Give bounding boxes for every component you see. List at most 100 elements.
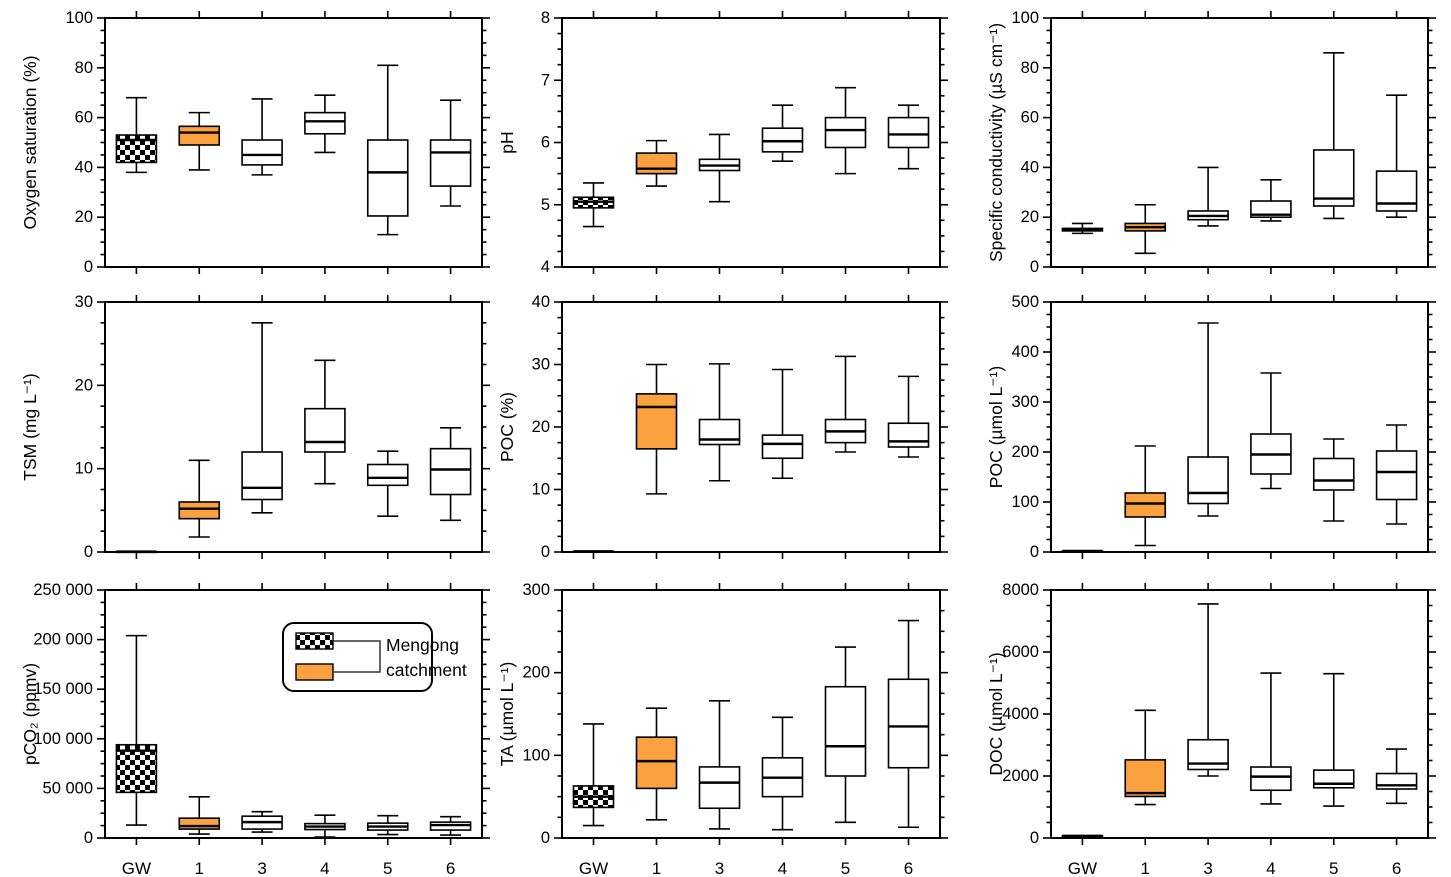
x-tick-label: 3 (715, 859, 724, 877)
box-doc-4 (1250, 672, 1292, 805)
y-axis-title: Oxygen saturation (%) (20, 55, 40, 229)
y-tick-label: 40 (1021, 158, 1039, 176)
plot-frame (561, 589, 941, 839)
x-tick-label: 1 (652, 859, 661, 877)
panel-tsm: 0 10 20 30 TSM (mg L⁻¹) (0, 285, 490, 570)
boxplot-ph: 4 5 6 7 8 pH (497, 9, 948, 276)
y-axis-title: POC (%) (497, 392, 517, 462)
box-tsm-1 (178, 459, 221, 538)
y-tick-label: 40 (75, 158, 93, 176)
legend-swatch-orange (295, 663, 334, 681)
y-axis-title: DOC (µmol L⁻¹) (986, 652, 1006, 775)
y-tick-label: 7 (541, 71, 550, 89)
y-tick-label: 2000 (1002, 767, 1039, 785)
boxplot-poc-percent: 0 10 20 30 40 POC (%) (497, 293, 948, 561)
y-tick-label: 0 (541, 829, 550, 847)
y-axis-title: pCO₂ (ppmv) (20, 663, 40, 765)
x-tick-label: 1 (1141, 859, 1150, 877)
y-tick-label: 8 (541, 9, 550, 27)
plot-frame (561, 301, 941, 553)
plot-frame (561, 17, 941, 268)
y-tick-label: 6000 (1002, 643, 1039, 661)
y-tick-label: 100 (1011, 9, 1039, 27)
y-tick-label: 10 (532, 481, 550, 499)
y-tick-label: 8000 (1002, 581, 1039, 599)
y-tick-label: 100 000 (33, 730, 93, 748)
y-axis-title: TSM (mg L⁻¹) (20, 373, 40, 480)
boxplot-ta: 0 100 200 300 TA (µmol L⁻¹) GW 1 3 4 5 6 (497, 581, 948, 877)
box-doc-3 (1187, 603, 1229, 777)
y-tick-label: 0 (84, 829, 93, 847)
y-tick-label: 0 (84, 258, 93, 276)
y-tick-label: 6 (541, 134, 550, 152)
x-tick-label: 5 (1329, 859, 1338, 877)
y-axis-title: TA (µmol L⁻¹) (497, 662, 517, 767)
y-axis-title: pH (497, 131, 517, 153)
boxplot-poc-umol: 0 100 200 300 400 500 POC (µmol L⁻¹) (986, 293, 1436, 561)
x-tick-label: GW (122, 859, 151, 877)
plot-frame (104, 589, 483, 839)
box-ph-6 (887, 104, 930, 170)
box-pco2-6 (429, 815, 472, 836)
y-tick-label: 40 (532, 293, 550, 311)
box-oxygen-saturation-3 (241, 98, 283, 176)
box-oxygen-saturation-1 (178, 111, 221, 171)
box-poc-percent-6 (887, 375, 930, 458)
y-tick-label: 200 (522, 664, 550, 682)
panel-ta: 0 100 200 300 TA (µmol L⁻¹) GW 1 3 4 5 6 (483, 570, 960, 877)
legend-label-line2: catchment (386, 660, 467, 680)
box-tsm-5 (366, 450, 409, 517)
plot-frame (1050, 17, 1429, 268)
x-tick-label: 5 (841, 859, 850, 877)
x-tick-label: 1 (195, 859, 204, 877)
y-tick-label: 60 (75, 109, 93, 127)
panel-doc: 0 2000 4000 6000 8000 DOC (µmol L⁻¹) GW 1 3 4 5 6 (960, 570, 1451, 877)
box-ph-5 (824, 86, 867, 175)
x-tick-label: 4 (320, 859, 329, 877)
y-tick-label: 80 (75, 59, 93, 77)
y-tick-label: 80 (1021, 59, 1039, 77)
box-poc-percent-4 (761, 368, 804, 480)
y-tick-label: 30 (75, 293, 93, 311)
boxplot-tsm: 0 10 20 30 TSM (mg L⁻¹) (20, 293, 490, 561)
box-specific-conductivity-6 (1375, 94, 1418, 218)
box-ta-6 (887, 619, 930, 829)
y-tick-label: 300 (1011, 393, 1039, 411)
y-tick-label: 400 (1011, 343, 1039, 361)
legend-bracket (333, 640, 381, 673)
y-tick-label: 200 000 (33, 631, 93, 649)
boxplot-doc: 0 2000 4000 6000 8000 DOC (µmol L⁻¹) GW 1 3 4 5 6 (986, 581, 1436, 877)
x-tick-label: GW (579, 859, 608, 877)
box-oxygen-saturation-5 (366, 64, 409, 236)
x-tick-label: GW (1068, 859, 1097, 877)
legend: Mengong catchment (282, 622, 467, 692)
box-poc-umol-1 (1124, 445, 1167, 547)
box-ph-3 (698, 133, 741, 203)
y-tick-label: 0 (1030, 258, 1039, 276)
y-tick-label: 0 (1030, 543, 1039, 561)
y-tick-label: 20 (1021, 208, 1039, 226)
box-doc-1 (1124, 709, 1167, 806)
box-specific-conductivity-3 (1187, 166, 1229, 227)
box-ph-4 (761, 104, 804, 162)
box-specific-conductivity-5 (1312, 52, 1355, 220)
y-axis-title: Specific conductivity (µS cm⁻¹) (986, 23, 1006, 262)
boxplot-oxygen-saturation: 0 20 40 60 80 100 Oxygen saturation (%) (20, 9, 490, 276)
panel-poc-umol: 0 100 200 300 400 500 POC (µmol L⁻¹) (960, 285, 1451, 570)
y-axis-title: POC (µmol L⁻¹) (986, 366, 1006, 488)
y-tick-label: 100 (1011, 493, 1039, 511)
box-poc-umol-6 (1375, 424, 1418, 525)
box-ph-GW (572, 182, 615, 228)
legend-swatch-checkered (295, 632, 334, 650)
y-tick-label: 0 (1030, 829, 1039, 847)
y-tick-label: 500 (1011, 293, 1039, 311)
box-ta-4 (761, 716, 804, 831)
x-tick-label: 4 (778, 859, 787, 877)
panel-pco2: 0 50 000 100 000 150 000 200 000 250 000 pCO₂ … (0, 570, 490, 877)
y-tick-label: 4 (541, 258, 550, 276)
plot-frame (104, 301, 483, 553)
box-pco2-1 (178, 796, 221, 835)
box-poc-percent-1 (635, 363, 678, 495)
x-tick-label: 5 (383, 859, 392, 877)
